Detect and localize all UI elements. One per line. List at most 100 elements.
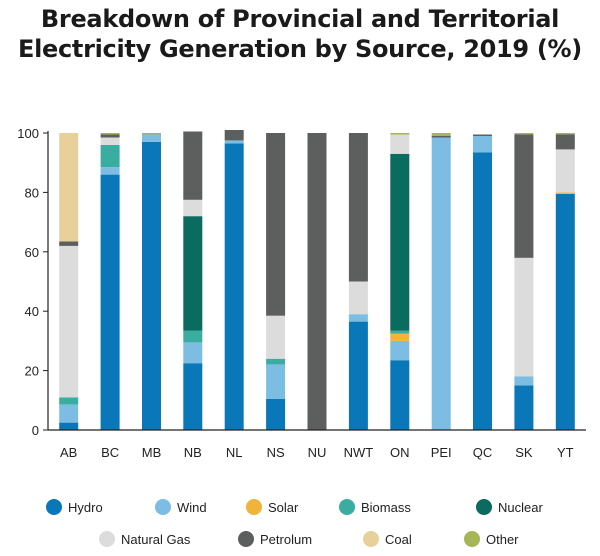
bar-segment-ns-wind xyxy=(266,364,286,399)
legend-swatch-wind xyxy=(155,499,171,515)
legend-item-petrolum: Petrolum xyxy=(238,531,312,547)
bar-segment-pei-other xyxy=(431,133,451,136)
bar-segment-yt-hydro xyxy=(555,193,575,430)
bar-segment-qc-hydro xyxy=(473,152,492,431)
bar-segment-ns-biomass xyxy=(266,358,286,365)
chart-title: Breakdown of Provincial and Territorial … xyxy=(0,4,600,64)
x-tick-label-bc: BC xyxy=(101,445,119,460)
bar-segment-nl-hydro xyxy=(224,143,244,430)
bar-segment-bc-hydro xyxy=(100,174,120,430)
legend-label-coal: Coal xyxy=(385,532,412,547)
bar-segment-ns-hydro xyxy=(266,398,286,430)
bar-segment-nwt-natural-gas xyxy=(348,281,368,315)
bar-segment-bc-other xyxy=(100,133,120,135)
legend-label-biomass: Biomass xyxy=(361,500,411,515)
axes: AB BC MB NB NL NS NU NWT ON PEI QC SK YT 0 20 40 60 80 100 xyxy=(17,126,586,460)
bar-segment-yt-other xyxy=(555,133,575,135)
x-tick-label-mb: MB xyxy=(142,445,162,460)
bar-segment-ab-hydro xyxy=(59,422,79,430)
x-tick-label-qc: QC xyxy=(473,445,493,460)
bar-segment-on-biomass xyxy=(390,330,410,334)
legend-item-natural-gas: Natural Gas xyxy=(99,531,191,547)
legend-label-wind: Wind xyxy=(177,500,207,515)
bar-segment-bc-natural-gas xyxy=(100,137,120,145)
bar-segment-nwt-hydro xyxy=(348,321,368,430)
bar-segment-qc-petrolum xyxy=(473,134,492,136)
legend-label-hydro: Hydro xyxy=(68,500,103,515)
x-tick-label-nb: NB xyxy=(184,445,202,460)
bar-segment-ns-natural-gas xyxy=(266,315,286,359)
legend-swatch-biomass xyxy=(339,499,355,515)
legend-item-nuclear: Nuclear xyxy=(476,499,543,515)
chart-title-line-2: Electricity Generation by Source, 2019 (… xyxy=(18,35,582,63)
bar-segment-nb-petrolum xyxy=(183,131,203,200)
legend-label-natural-gas: Natural Gas xyxy=(121,532,191,547)
bar-segment-on-natural-gas xyxy=(390,134,410,154)
bar-segment-nb-wind xyxy=(183,342,203,364)
bar-segment-pei-petrolum xyxy=(431,136,451,138)
bar-segment-yt-solar xyxy=(555,192,575,194)
legend-item-solar: Solar xyxy=(246,499,299,515)
bar-segment-ab-biomass xyxy=(59,397,79,405)
bar-segment-ns-petrolum xyxy=(266,133,286,316)
bar-segment-yt-petrolum xyxy=(555,134,575,150)
legend-item-coal: Coal xyxy=(363,531,412,547)
bar-segment-on-nuclear xyxy=(390,153,410,331)
legend-swatch-natural-gas xyxy=(99,531,115,547)
y-tick-label-20: 20 xyxy=(25,364,39,379)
bar-segment-ab-natural-gas xyxy=(59,245,79,398)
bar-segment-mb-hydro xyxy=(142,141,161,430)
x-tick-label-sk: SK xyxy=(515,445,533,460)
legend-swatch-hydro xyxy=(46,499,62,515)
legend-swatch-solar xyxy=(246,499,262,515)
bar-segment-sk-hydro xyxy=(514,385,534,430)
y-tick-label-80: 80 xyxy=(25,185,39,200)
bar-segment-pei-wind xyxy=(431,137,451,430)
bar-segment-sk-natural-gas xyxy=(514,257,534,377)
x-tick-label-on: ON xyxy=(390,445,410,460)
legend-swatch-nuclear xyxy=(476,499,492,515)
bar-segment-mb-other xyxy=(142,133,161,135)
bar-segment-sk-petrolum xyxy=(514,134,534,258)
bar-segment-bc-petrolum xyxy=(100,134,120,138)
x-tick-label-pei: PEI xyxy=(431,445,452,460)
bar-segment-nb-natural-gas xyxy=(183,199,203,217)
bar-segment-nb-biomass xyxy=(183,330,203,343)
plot-area xyxy=(59,130,575,431)
bar-segment-on-hydro xyxy=(390,360,410,430)
x-tick-label-nu: NU xyxy=(308,445,327,460)
y-tick-label-40: 40 xyxy=(25,304,39,319)
legend-label-solar: Solar xyxy=(268,500,299,515)
x-tick-label-ab: AB xyxy=(60,445,77,460)
bar-segment-ab-petrolum xyxy=(59,241,79,246)
bar-segment-yt-natural-gas xyxy=(555,149,575,193)
bar-segment-mb-wind xyxy=(142,134,161,142)
x-tick-label-nwt: NWT xyxy=(344,445,374,460)
bar-segment-nwt-petrolum xyxy=(348,133,368,282)
x-tick-label-nl: NL xyxy=(226,445,243,460)
y-tick-label-0: 0 xyxy=(32,423,39,438)
legend-swatch-other xyxy=(464,531,480,547)
legend-item-other: Other xyxy=(464,531,519,547)
bar-segment-nwt-wind xyxy=(348,314,368,322)
legend-item-wind: Wind xyxy=(155,499,207,515)
legend-label-nuclear: Nuclear xyxy=(498,500,543,515)
x-tick-label-ns: NS xyxy=(267,445,285,460)
bar-segment-nl-wind xyxy=(224,140,244,144)
bar-segment-nl-petrolum xyxy=(224,130,244,141)
bar-segment-on-other xyxy=(390,133,410,135)
legend-item-biomass: Biomass xyxy=(339,499,411,515)
legend-item-hydro: Hydro xyxy=(46,499,103,515)
bar-segment-ab-coal xyxy=(59,133,79,242)
y-tick-label-100: 100 xyxy=(17,126,39,141)
legend-swatch-coal xyxy=(363,531,379,547)
bar-segment-bc-biomass xyxy=(100,144,120,168)
bar-segment-bc-wind xyxy=(100,167,120,175)
legend: Hydro Wind Solar Biomass Nuclear Natural Gas P… xyxy=(46,499,543,547)
bar-segment-nb-nuclear xyxy=(183,216,203,331)
bar-segment-nb-hydro xyxy=(183,363,203,430)
bar-segment-nu-petrolum xyxy=(307,133,327,430)
bar-segment-ab-wind xyxy=(59,404,79,423)
bar-segment-sk-wind xyxy=(514,376,534,386)
